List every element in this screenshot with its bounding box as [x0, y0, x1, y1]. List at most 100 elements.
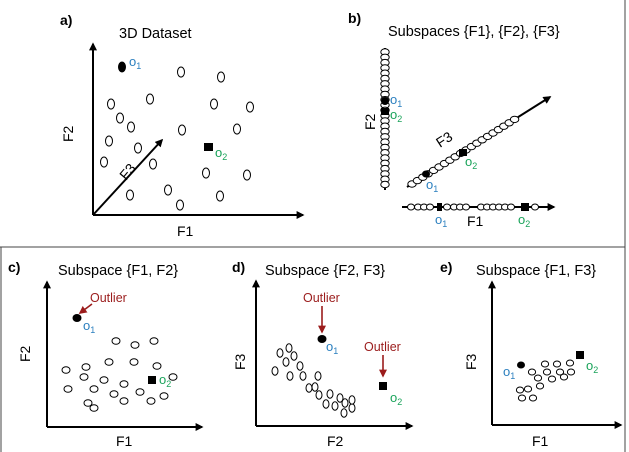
- panel-e-point: [533, 374, 543, 382]
- panel-c-point: [89, 385, 99, 393]
- panel-c: c) Subspace {F1, F2} F1 F2 o1 o2 Outlier: [8, 259, 204, 449]
- panel-d-points: [271, 343, 356, 418]
- panel-d-y-label: F3: [232, 353, 248, 370]
- panel-c-point: [104, 358, 114, 366]
- panel-d-o2-marker: [379, 382, 387, 390]
- panel-e-o2-marker: [576, 351, 584, 359]
- panel-c-point: [109, 390, 119, 398]
- panel-d-o1-marker: [317, 335, 327, 343]
- panel-a-point: [107, 98, 115, 110]
- panel-d-point: [336, 393, 344, 403]
- panel-a-o1-label: o1: [129, 54, 141, 71]
- panel-a-point: [233, 123, 241, 135]
- panel-c-point: [61, 366, 71, 374]
- panel-e-o1-label: o1: [503, 364, 515, 381]
- panel-e-point: [555, 368, 565, 376]
- panel-c-point: [81, 363, 91, 371]
- panel-c-title: Subspace {F1, F2}: [58, 263, 178, 279]
- panel-b-f1-point: [426, 203, 434, 211]
- panel-c-point: [168, 373, 178, 381]
- panel-a-point: [210, 98, 218, 110]
- panel-e-point: [542, 368, 552, 376]
- panel-e-x-label: F1: [532, 433, 549, 449]
- panel-d-point: [299, 371, 307, 381]
- panel-d-point: [314, 371, 322, 381]
- panel-a-point: [126, 189, 134, 201]
- panel-c-point: [89, 404, 99, 412]
- panel-a-point: [243, 169, 251, 181]
- panel-b-f2-point: [380, 180, 390, 189]
- panel-d-point: [322, 399, 330, 409]
- panel-b-f1-point: [507, 203, 515, 211]
- panel-b-f1-point: [462, 203, 470, 211]
- panel-e-point: [527, 368, 537, 376]
- panel-e-point: [515, 386, 525, 394]
- panel-a-z-label: F3: [116, 160, 139, 183]
- panel-a-point: [105, 135, 113, 147]
- panel-b-f3-o2-marker: [459, 149, 467, 156]
- panel-b-f2-o2-label: o2: [390, 107, 402, 124]
- panel-c-outlier-label: Outlier: [90, 291, 127, 305]
- panel-e-point: [566, 368, 576, 376]
- panel-a-x-label: F1: [177, 223, 194, 239]
- panel-e-point: [535, 382, 545, 390]
- panel-c-point: [135, 388, 145, 396]
- panel-a-point: [164, 184, 172, 196]
- panel-b-f3-label: F3: [433, 128, 456, 150]
- panel-b-f2-o2-marker: [381, 108, 389, 115]
- panel-c-point: [83, 399, 93, 407]
- panel-d-point: [341, 398, 349, 408]
- panel-a-points: [100, 66, 254, 211]
- panel-a-point: [127, 121, 135, 133]
- panel-c-point: [129, 358, 139, 366]
- panel-e-point: [540, 360, 550, 368]
- panel-d-point: [331, 401, 339, 411]
- panel-d-outlier-label-2: Outlier: [364, 340, 401, 354]
- panel-a-o1-marker: [118, 61, 126, 73]
- panel-b-f3-o2-label: o2: [465, 154, 477, 171]
- panel-b-f2-o1-label: o1: [390, 92, 402, 109]
- panel-e-point: [528, 394, 538, 402]
- panel-d-point: [286, 371, 294, 381]
- panel-e-o2-label: o2: [586, 358, 598, 375]
- panel-e-point: [517, 394, 527, 402]
- panel-c-x-label: F1: [116, 433, 133, 449]
- panel-b-f3-point: [509, 115, 520, 124]
- panel-a-point: [134, 142, 142, 154]
- panel-a-title: 3D Dataset: [119, 26, 192, 42]
- panel-c-point: [130, 341, 140, 349]
- panel-d-point: [315, 390, 323, 400]
- panel-b-letter: b): [348, 10, 361, 26]
- panel-d-letter: d): [232, 259, 245, 275]
- panel-d-o1-label: o1: [326, 339, 338, 356]
- panel-c-o2-label: o2: [159, 372, 171, 389]
- panel-a-point: [116, 112, 124, 124]
- panel-d-point: [348, 395, 356, 405]
- panel-d-point: [311, 382, 319, 392]
- panel-c-o2-marker: [148, 376, 156, 384]
- panel-d-point: [348, 403, 356, 413]
- panel-d-title: Subspace {F2, F3}: [265, 263, 385, 279]
- panel-d-x-label: F2: [327, 433, 344, 449]
- panel-b: b) Subspaces {F1}, {F2}, {F3} F2 o1 o2 F…: [348, 10, 560, 229]
- panel-c-point: [99, 376, 109, 384]
- panel-c-points: [61, 337, 178, 412]
- panel-b-f2-label: F2: [362, 113, 378, 130]
- panel-d-point: [326, 389, 334, 399]
- panel-b-f2-o1-marker: [381, 97, 389, 105]
- panel-b-f1-point: [443, 203, 451, 211]
- panel-a-o2-label: o2: [215, 145, 227, 162]
- panel-a-letter: a): [60, 12, 72, 28]
- panel-e-point: [547, 375, 557, 383]
- panel-d-point: [276, 348, 284, 358]
- panel-e-title: Subspace {F1, F3}: [476, 263, 596, 279]
- panel-c-o1-label: o1: [83, 318, 95, 335]
- panel-a-point: [100, 156, 108, 168]
- panel-e-point: [523, 385, 533, 393]
- panel-d-point: [340, 408, 348, 418]
- panel-a-point: [216, 190, 224, 202]
- panel-b-f1-point: [531, 203, 539, 211]
- panel-c-point: [119, 380, 129, 388]
- panel-e: e) Subspace {F1, F3} F1 F3 o1 o2: [440, 259, 623, 449]
